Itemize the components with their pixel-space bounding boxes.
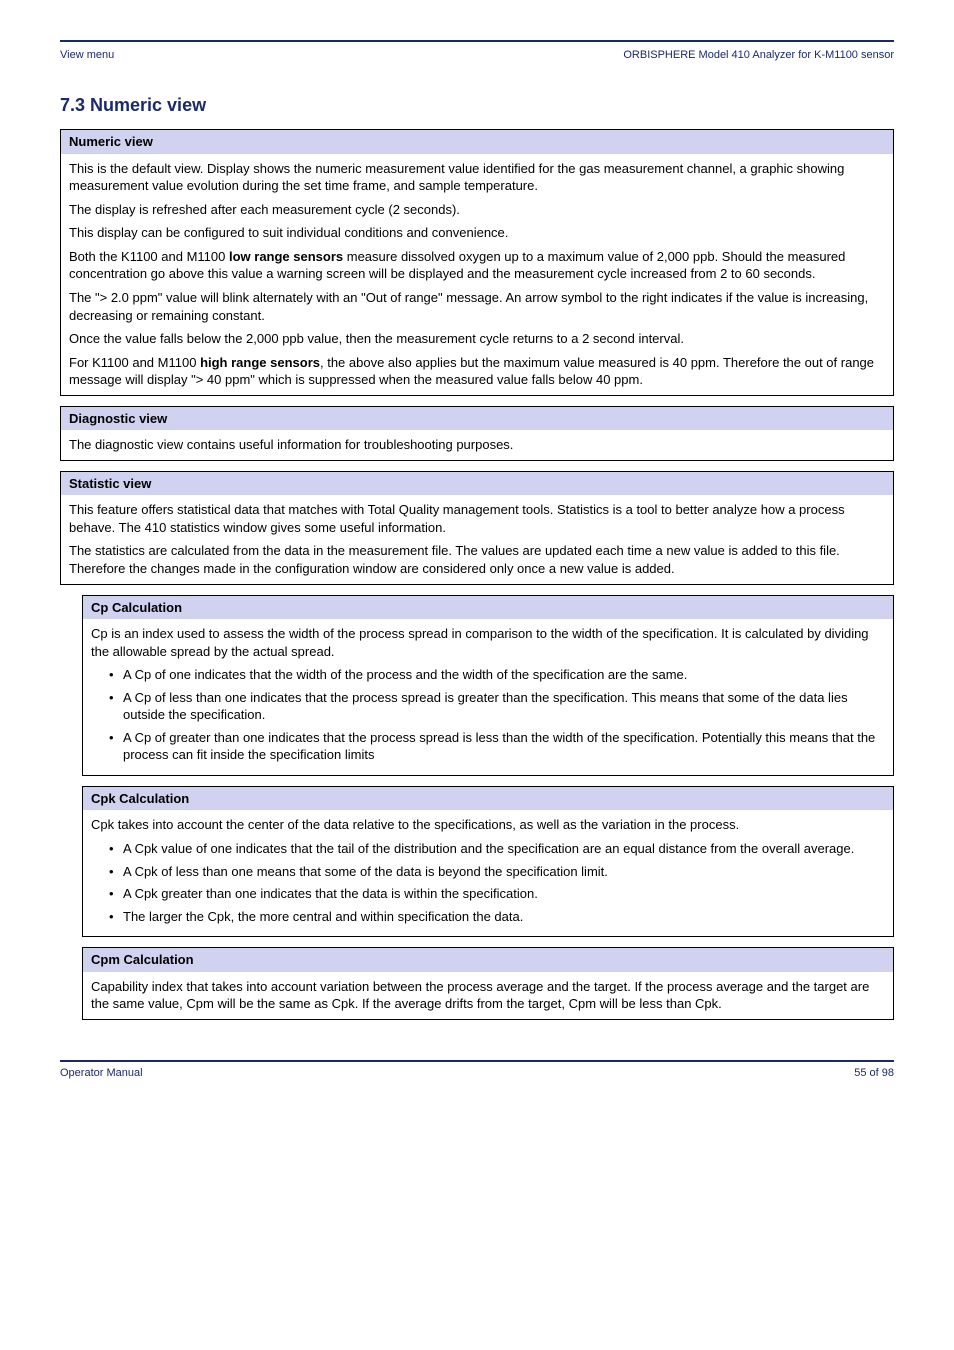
cp-bullet-3: A Cp of greater than one indicates that … — [109, 729, 885, 764]
numeric-p7: For K1100 and M1100 high range sensors, … — [69, 354, 885, 389]
page-footer: Operator Manual 55 of 98 — [60, 1060, 894, 1081]
numeric-p3: This display can be configured to suit i… — [69, 224, 885, 242]
numeric-view-title: Numeric view — [61, 130, 893, 154]
cpk-intro: Cpk takes into account the center of the… — [91, 816, 885, 834]
section-title: 7.3 Numeric view — [60, 93, 894, 117]
cpm-title: Cpm Calculation — [83, 948, 893, 972]
footer-line: Operator Manual 55 of 98 — [60, 1066, 894, 1081]
statistic-p2: The statistics are calculated from the d… — [69, 542, 885, 577]
statistic-view-body: This feature offers statistical data tha… — [61, 495, 893, 583]
cpk-bullet-3: A Cpk greater than one indicates that th… — [109, 885, 885, 903]
cpk-title: Cpk Calculation — [83, 787, 893, 811]
cpk-bullet-4: The larger the Cpk, the more central and… — [109, 908, 885, 926]
numeric-p7b: high range sensors — [200, 355, 320, 370]
cpk-bullet-2: A Cpk of less than one means that some o… — [109, 863, 885, 881]
diagnostic-view-box: Diagnostic view The diagnostic view cont… — [60, 406, 894, 461]
diagnostic-body-text: The diagnostic view contains useful info… — [69, 436, 885, 454]
header-right: ORBISPHERE Model 410 Analyzer for K-M110… — [623, 48, 894, 63]
diagnostic-view-title: Diagnostic view — [61, 407, 893, 431]
cpk-bullet-1: A Cpk value of one indicates that the ta… — [109, 840, 885, 858]
cpk-body: Cpk takes into account the center of the… — [83, 810, 893, 936]
cp-bullets: A Cp of one indicates that the width of … — [91, 666, 885, 764]
numeric-view-box: Numeric view This is the default view. D… — [60, 129, 894, 396]
footer-rule — [60, 1060, 894, 1062]
cpm-body-text: Capability index that takes into account… — [91, 978, 885, 1013]
numeric-p1: This is the default view. Display shows … — [69, 160, 885, 195]
footer-right: 55 of 98 — [854, 1066, 894, 1081]
cpk-bullets: A Cpk value of one indicates that the ta… — [91, 840, 885, 925]
cp-body: Cp is an index used to assess the width … — [83, 619, 893, 775]
statistic-view-title: Statistic view — [61, 472, 893, 496]
numeric-p2: The display is refreshed after each meas… — [69, 201, 885, 219]
numeric-p5: The "> 2.0 ppm" value will blink alterna… — [69, 289, 885, 324]
cpm-box: Cpm Calculation Capability index that ta… — [82, 947, 894, 1020]
cpm-body: Capability index that takes into account… — [83, 972, 893, 1019]
numeric-p7a: For K1100 and M1100 — [69, 355, 200, 370]
cp-box: Cp Calculation Cp is an index used to as… — [82, 595, 894, 776]
cp-title: Cp Calculation — [83, 596, 893, 620]
numeric-p6: Once the value falls below the 2,000 ppb… — [69, 330, 885, 348]
numeric-p4b: low range sensors — [229, 249, 343, 264]
cp-bullet-2: A Cp of less than one indicates that the… — [109, 689, 885, 724]
numeric-p4: Both the K1100 and M1100 low range senso… — [69, 248, 885, 283]
diagnostic-view-body: The diagnostic view contains useful info… — [61, 430, 893, 460]
cp-bullet-1: A Cp of one indicates that the width of … — [109, 666, 885, 684]
header-rule — [60, 40, 894, 42]
numeric-p4a: Both the K1100 and M1100 — [69, 249, 229, 264]
statistic-p1: This feature offers statistical data tha… — [69, 501, 885, 536]
header-left: View menu — [60, 48, 114, 63]
cpk-box: Cpk Calculation Cpk takes into account t… — [82, 786, 894, 937]
statistic-view-box: Statistic view This feature offers stati… — [60, 471, 894, 585]
numeric-view-body: This is the default view. Display shows … — [61, 154, 893, 395]
footer-left: Operator Manual — [60, 1066, 143, 1081]
page-header: View menu ORBISPHERE Model 410 Analyzer … — [60, 48, 894, 63]
cp-intro: Cp is an index used to assess the width … — [91, 625, 885, 660]
